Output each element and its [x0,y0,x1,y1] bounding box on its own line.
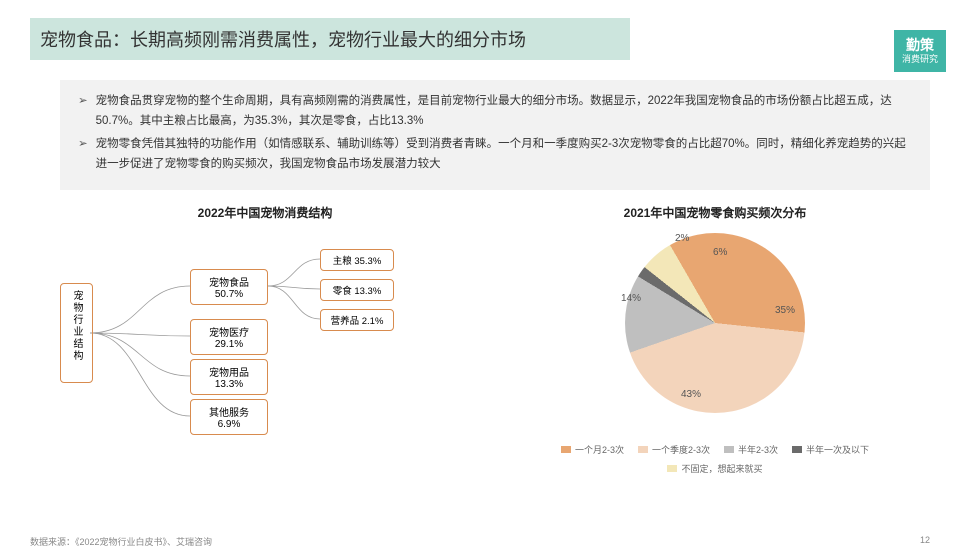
legend-item: 不固定，想起来就买 [667,462,762,475]
pie-wrap: 35% 43% 14% 2% 6% [615,233,815,433]
tree-chart: 2022年中国宠物消费结构 宠物行业结构 宠物食品50.7%宠物医疗29.1%宠… [60,204,470,475]
bullet-text: 宠物食品贯穿宠物的整个生命周期，具有高频刚需的消费属性，是目前宠物行业最大的细分… [96,92,912,131]
data-source: 数据来源：《2022宠物行业白皮书》、艾瑞咨询 [30,535,212,548]
tree-leaf-box: 营养品 2.1% [320,309,394,331]
legend-item: 半年2-3次 [724,443,778,456]
pie-circle [625,233,805,413]
tree-title: 2022年中国宠物消费结构 [60,204,470,221]
footer: 数据来源：《2022宠物行业白皮书》、艾瑞咨询 12 [30,535,930,548]
tree-leaf-box: 零食 13.3% [320,279,394,301]
logo-line2: 消费研究 [902,54,938,65]
legend-item: 一个月2-3次 [561,443,624,456]
bullet-item: ➢ 宠物食品贯穿宠物的整个生命周期，具有高频刚需的消费属性，是目前宠物行业最大的… [78,92,912,131]
logo-line1: 勤策 [906,37,934,54]
tree-wrap: 宠物行业结构 宠物食品50.7% 宠物医疗29.1% 宠物用品13.3% 其他服务6.… [60,233,470,433]
tree-mid-box: 宠物用品13.3% [190,359,268,395]
legend-item: 半年一次及以下 [792,443,869,456]
pie-title: 2021年中国宠物零食购买频次分布 [510,204,920,221]
charts-row: 2022年中国宠物消费结构 宠物行业结构 宠物食品50.7%宠物医疗29.1%宠… [60,204,920,475]
brand-logo: 勤策 消费研究 [894,30,946,72]
legend-item: 一个季度2-3次 [638,443,710,456]
tree-mid-box: 宠物食品50.7% [190,269,268,305]
pie-slice-label: 14% [621,293,641,304]
tree-mid-box: 宠物医疗29.1% [190,319,268,355]
summary-box: ➢ 宠物食品贯穿宠物的整个生命周期，具有高频刚需的消费属性，是目前宠物行业最大的… [60,80,930,190]
bullet-arrow-icon: ➢ [78,135,88,174]
bullet-item: ➢ 宠物零食凭借其独特的功能作用（如情感联系、辅助训练等）受到消费者青睐。一个月… [78,135,912,174]
pie-slice-label: 6% [713,247,727,258]
page-number: 12 [920,535,930,548]
bullet-text: 宠物零食凭借其独特的功能作用（如情感联系、辅助训练等）受到消费者青睐。一个月和一… [96,135,912,174]
tree-mid-box: 其他服务6.9% [190,399,268,435]
bullet-arrow-icon: ➢ [78,92,88,131]
page-title: 宠物食品：长期高频刚需消费属性，宠物行业最大的细分市场 [30,18,630,60]
pie-slice-label: 43% [681,389,701,400]
pie-chart: 2021年中国宠物零食购买频次分布 35%43%14%2%6% 一个月2-3次一… [510,204,920,475]
tree-leaf-box: 主粮 35.3% [320,249,394,271]
tree-root: 宠物行业结构 [60,283,93,383]
pie-slice-label: 2% [675,233,689,244]
pie-legend: 一个月2-3次 一个季度2-3次 半年2-3次 半年一次及以下不固定，想起来就买 [510,443,920,475]
pie-slice-label: 35% [775,305,795,316]
